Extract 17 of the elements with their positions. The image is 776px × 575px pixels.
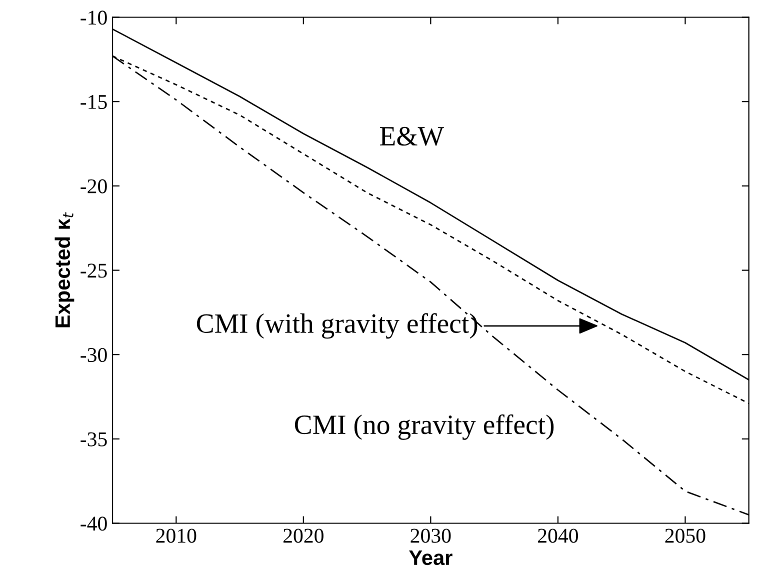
y-tick-label: -30 (80, 348, 107, 362)
annotation: CMI (with gravity effect) (196, 313, 478, 339)
y-tick-label: -20 (80, 179, 107, 194)
y-tick-label: -15 (80, 95, 107, 110)
x-tick-label: 2040 (538, 528, 578, 543)
y-tick-label: -10 (80, 10, 107, 25)
x-tick-label: 2010 (156, 528, 196, 543)
y-axis-title: Expected κ$_{t}$ (54, 212, 74, 328)
x-tick-label: 2030 (410, 528, 451, 543)
x-tick-label: 2020 (283, 528, 324, 543)
y-tick-label: -25 (80, 264, 107, 278)
x-tick-label: 2050 (665, 528, 706, 543)
x-axis-title: Year (409, 550, 452, 566)
series-label: CMI (no gravity effect) (294, 414, 554, 440)
series-label: E&W (380, 126, 444, 146)
y-tick-label: -35 (80, 432, 107, 446)
y-tick-label: -40 (80, 516, 107, 531)
